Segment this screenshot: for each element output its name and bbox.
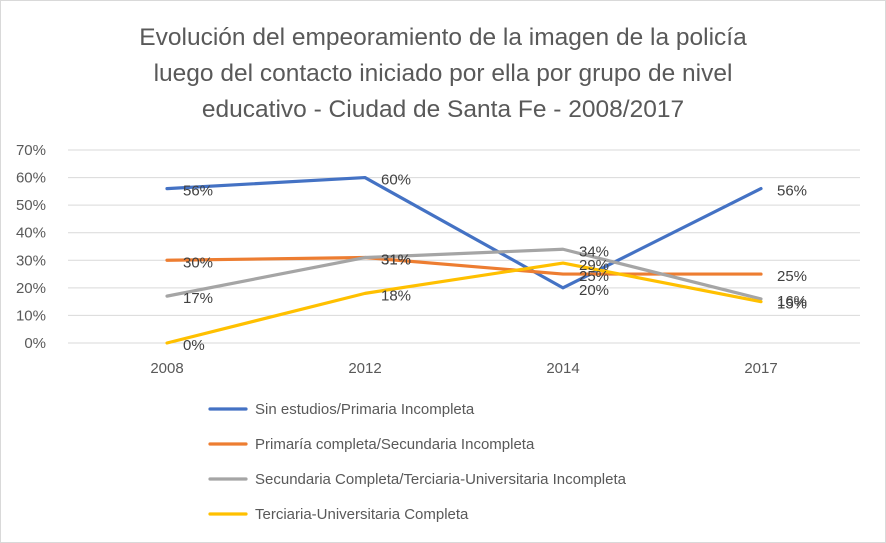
series-line-3 bbox=[165, 247, 763, 301]
chart-title-line-1: Evolución del empeoramiento de la imagen… bbox=[139, 24, 747, 51]
series-line-4 bbox=[165, 261, 763, 345]
data-label: 20% bbox=[579, 282, 609, 299]
x-tick-label: 2012 bbox=[348, 360, 381, 377]
y-tick-label: 40% bbox=[16, 225, 46, 242]
legend-entry: Terciaria-Universitaria Completa bbox=[255, 506, 469, 523]
y-tick-label: 70% bbox=[16, 142, 46, 159]
y-tick-label: 30% bbox=[16, 252, 46, 269]
data-label: 18% bbox=[381, 287, 411, 304]
data-label: 56% bbox=[183, 183, 213, 200]
data-label: 29% bbox=[579, 257, 609, 274]
data-label: 16% bbox=[777, 293, 807, 310]
chart-title-line-3: educativo - Ciudad de Santa Fe - 2008/20… bbox=[201, 96, 685, 123]
data-label: 30% bbox=[183, 254, 213, 271]
data-label: 0% bbox=[183, 337, 205, 354]
legend-entry: Secundaria Completa/Terciaria-Universita… bbox=[255, 471, 627, 488]
series-line-1 bbox=[165, 175, 763, 290]
data-label: 17% bbox=[183, 290, 213, 307]
data-label: 25% bbox=[777, 268, 807, 285]
data-label: 25% bbox=[579, 268, 609, 285]
data-label: 15% bbox=[777, 296, 807, 313]
legend-entry: Sin estudios/Primaria Incompleta bbox=[255, 401, 475, 418]
x-tick-label: 2008 bbox=[150, 360, 183, 377]
y-tick-label: 20% bbox=[16, 280, 46, 297]
y-tick-label: 60% bbox=[16, 170, 46, 187]
x-tick-label: 2014 bbox=[546, 360, 579, 377]
data-label: 34% bbox=[579, 243, 609, 260]
chart-title: Evolución del empeoramiento de la imagen… bbox=[40, 20, 846, 128]
data-label: 56% bbox=[777, 183, 807, 200]
y-tick-label: 0% bbox=[24, 335, 46, 352]
chart-title-line-2: luego del contacto iniciado por ella por… bbox=[153, 60, 733, 87]
data-label: 31% bbox=[381, 252, 411, 269]
legend-entry: Primaría completa/Secundaria Incompleta bbox=[255, 436, 535, 453]
y-tick-label: 50% bbox=[16, 197, 46, 214]
data-label: 31% bbox=[381, 252, 411, 269]
y-tick-label: 10% bbox=[16, 307, 46, 324]
x-tick-label: 2017 bbox=[744, 360, 777, 377]
data-label: 60% bbox=[381, 172, 411, 189]
